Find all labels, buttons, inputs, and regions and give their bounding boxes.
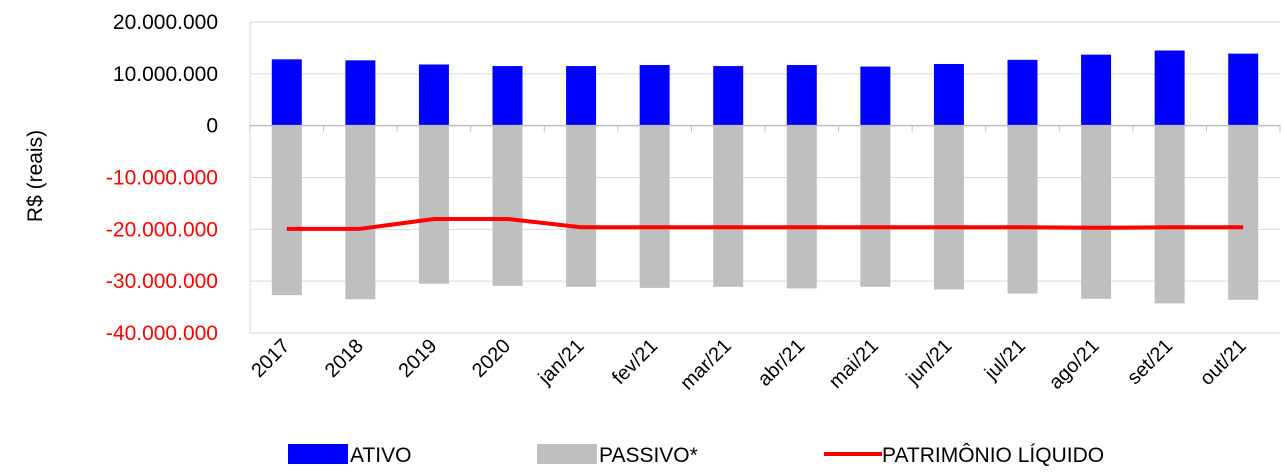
x-tick-label: 2019 — [394, 335, 441, 382]
y-tick-label: 20.000.000 — [113, 11, 218, 34]
x-axis-ticks: 2017 2018 2019 2020 jan/21 fev/21 mar/21 abr/21… — [247, 335, 1250, 395]
bar-passivo — [1154, 125, 1185, 304]
bar-ativo — [1154, 50, 1185, 126]
x-tick-label: 2017 — [247, 335, 294, 382]
bar-ativo — [271, 59, 302, 126]
bar-passivo — [786, 125, 817, 289]
x-tick-label: jun/21 — [902, 335, 957, 390]
y-axis-ticks: 20.000.000 10.000.000 0 -10.000.000 -20.000.… — [106, 11, 218, 345]
legend-swatch — [537, 444, 597, 464]
y-tick-label: -20.000.000 — [106, 218, 218, 241]
legend-label: ATIVO — [350, 444, 411, 467]
bar-ativo — [933, 63, 964, 126]
bar-ativo — [786, 65, 817, 126]
legend-label: PATRIMÔNIO LÍQUIDO — [882, 444, 1104, 467]
bar-ativo — [860, 66, 891, 126]
zero-axis — [249, 124, 1281, 132]
bar-ativo — [639, 65, 670, 126]
x-tick-label: abr/21 — [754, 335, 810, 391]
x-tick-label: mai/21 — [825, 335, 883, 393]
x-tick-label: 2018 — [321, 335, 368, 382]
bar-ativo — [713, 66, 744, 126]
bar-ativo — [1007, 59, 1038, 126]
line-series — [286, 216, 1244, 231]
bar-passivo — [271, 125, 302, 296]
x-tick-label: jan/21 — [534, 335, 589, 390]
y-tick-label: -40.000.000 — [106, 322, 218, 345]
y-tick-label: -30.000.000 — [106, 270, 218, 293]
bar-passivo — [713, 125, 744, 287]
bar-passivo — [1007, 125, 1038, 294]
bar-passivo — [1228, 125, 1259, 300]
bar-passivo — [1081, 125, 1112, 299]
x-tick-label: 2020 — [468, 335, 515, 382]
bar-ativo — [566, 66, 597, 126]
y-tick-label: 10.000.000 — [113, 63, 218, 86]
bar-passivo — [418, 125, 449, 284]
bar-passivo — [345, 125, 376, 300]
legend-swatch — [288, 444, 348, 464]
bar-ativo — [1081, 54, 1112, 126]
y-tick-label: 0 — [206, 115, 218, 138]
y-tick-label: -10.000.000 — [106, 167, 218, 190]
bar-passivo — [566, 125, 597, 287]
bars — [271, 50, 1259, 304]
line-patrimonio-liquido — [286, 216, 1244, 231]
bar-passivo — [933, 125, 964, 290]
bar-passivo — [639, 125, 670, 288]
bar-ativo — [418, 64, 449, 126]
x-tick-label: out/21 — [1196, 335, 1251, 390]
x-tick-label: set/21 — [1123, 335, 1177, 389]
x-tick-label: mar/21 — [676, 335, 736, 395]
bar-passivo — [492, 125, 523, 286]
x-tick-label: fev/21 — [608, 335, 662, 389]
y-axis-title: R$ (reais) — [24, 130, 47, 222]
x-tick-label: jul/21 — [980, 335, 1030, 385]
bar-passivo — [860, 125, 891, 287]
gridlines — [249, 21, 1280, 334]
bar-ativo — [492, 66, 523, 126]
legend-label: PASSIVO* — [599, 444, 698, 467]
legend: ATIVO PASSIVO* PATRIMÔNIO LÍQUIDO — [288, 444, 1104, 467]
x-tick-label: ago/21 — [1045, 335, 1104, 394]
bar-ativo — [345, 60, 376, 126]
bar-ativo — [1228, 53, 1259, 126]
